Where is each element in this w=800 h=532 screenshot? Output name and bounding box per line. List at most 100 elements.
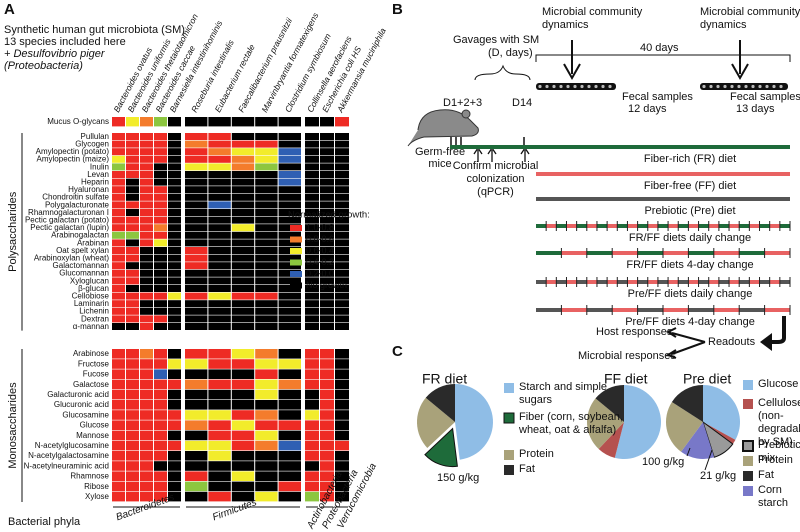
heat-cell bbox=[140, 481, 153, 492]
fecal-dot bbox=[730, 84, 734, 89]
legend-swatch bbox=[504, 450, 514, 460]
legend-label: 0.4-0.2 bbox=[306, 257, 334, 267]
row-label: Amylopectin (maize) bbox=[37, 155, 110, 164]
heat-cell bbox=[140, 133, 153, 140]
heat-cell bbox=[320, 471, 334, 481]
pie-slice bbox=[595, 385, 624, 422]
heat-cell bbox=[305, 224, 319, 232]
dynamics-label: Microbial community bbox=[700, 6, 800, 18]
heat-cell bbox=[154, 300, 167, 308]
heat-cell bbox=[255, 171, 278, 178]
heat-cell bbox=[335, 481, 349, 492]
heat-cell bbox=[335, 216, 349, 224]
heat-cell bbox=[255, 349, 278, 359]
heat-cell bbox=[168, 224, 181, 232]
heat-cell bbox=[231, 262, 255, 270]
heat-cell bbox=[126, 300, 139, 308]
heat-cell bbox=[305, 323, 319, 330]
heat-cell bbox=[208, 117, 231, 127]
heat-cell bbox=[140, 369, 153, 379]
heat-cell bbox=[168, 239, 181, 247]
heat-cell bbox=[185, 133, 208, 140]
heat-cell bbox=[168, 440, 181, 451]
heat-cell bbox=[126, 216, 139, 224]
heat-cell bbox=[231, 451, 255, 461]
heat-cell bbox=[208, 133, 231, 140]
heat-cell bbox=[305, 277, 319, 285]
heat-cell bbox=[168, 148, 181, 156]
heat-cell bbox=[305, 262, 319, 270]
heat-cell bbox=[320, 420, 334, 430]
heat-cell bbox=[112, 247, 125, 254]
pie-title: FR diet bbox=[422, 371, 467, 387]
heat-cell bbox=[154, 216, 167, 224]
heat-cell bbox=[335, 440, 349, 451]
response-arrows bbox=[665, 327, 706, 359]
heat-cell bbox=[185, 239, 208, 247]
heat-cell bbox=[320, 491, 334, 502]
heat-cell bbox=[320, 224, 334, 232]
heat-cell bbox=[278, 461, 301, 471]
heat-cell bbox=[112, 285, 125, 292]
heat-cell bbox=[320, 379, 334, 390]
heat-cell bbox=[185, 163, 208, 171]
heat-cell bbox=[278, 379, 301, 390]
heat-cell bbox=[335, 247, 349, 254]
heat-cell bbox=[126, 201, 139, 209]
heat-cell bbox=[208, 285, 231, 292]
heat-cell bbox=[208, 481, 231, 492]
heat-cell bbox=[112, 430, 125, 441]
heat-cell bbox=[208, 216, 231, 224]
heat-cell bbox=[231, 307, 255, 315]
heat-cell bbox=[278, 117, 301, 127]
heat-cell bbox=[255, 193, 278, 201]
heat-cell bbox=[168, 369, 181, 379]
heat-cell bbox=[112, 140, 125, 148]
heat-cell bbox=[335, 410, 349, 420]
heat-cell bbox=[154, 471, 167, 481]
heat-cell bbox=[112, 440, 125, 451]
heat-cell bbox=[185, 471, 208, 481]
heat-cell bbox=[126, 400, 139, 410]
brace bbox=[474, 64, 531, 81]
heat-cell bbox=[255, 285, 278, 292]
heat-cell bbox=[320, 178, 334, 186]
heat-cell bbox=[140, 163, 153, 171]
heat-cell bbox=[278, 239, 301, 247]
heat-cell bbox=[112, 224, 125, 232]
heat-cell bbox=[112, 369, 125, 379]
heat-cell bbox=[305, 430, 319, 441]
heat-cell bbox=[305, 163, 319, 171]
heat-cell bbox=[208, 148, 231, 156]
row-label: α-mannan bbox=[73, 322, 109, 331]
heat-cell bbox=[255, 209, 278, 216]
heat-cell bbox=[154, 461, 167, 471]
fecal-dot bbox=[716, 84, 720, 89]
row-label: Chondroitin sulfate bbox=[42, 193, 109, 202]
label-leader bbox=[686, 447, 691, 457]
heat-cell bbox=[278, 171, 301, 178]
pie-title: FF diet bbox=[604, 371, 648, 387]
heat-cell bbox=[208, 155, 231, 163]
heat-cell bbox=[126, 379, 139, 390]
row-label: Galactomannan bbox=[53, 261, 109, 270]
heat-cell bbox=[140, 471, 153, 481]
heat-cell bbox=[320, 315, 334, 323]
heat-cell bbox=[168, 461, 181, 471]
legend-swatch bbox=[743, 380, 753, 390]
fecal-dot bbox=[758, 84, 762, 89]
heat-cell bbox=[208, 140, 231, 148]
heat-cell bbox=[320, 430, 334, 441]
heat-cell bbox=[335, 420, 349, 430]
heat-cell bbox=[305, 389, 319, 400]
heat-cell bbox=[126, 349, 139, 359]
heat-cell bbox=[320, 349, 334, 359]
fecal-label: 13 days bbox=[736, 103, 775, 115]
gavage-label: Gavages with SM bbox=[453, 34, 539, 46]
heat-cell bbox=[320, 292, 334, 300]
heat-cell bbox=[255, 254, 278, 262]
heat-cell bbox=[154, 292, 167, 300]
panel-letter: A bbox=[4, 1, 15, 18]
heat-cell bbox=[231, 269, 255, 277]
